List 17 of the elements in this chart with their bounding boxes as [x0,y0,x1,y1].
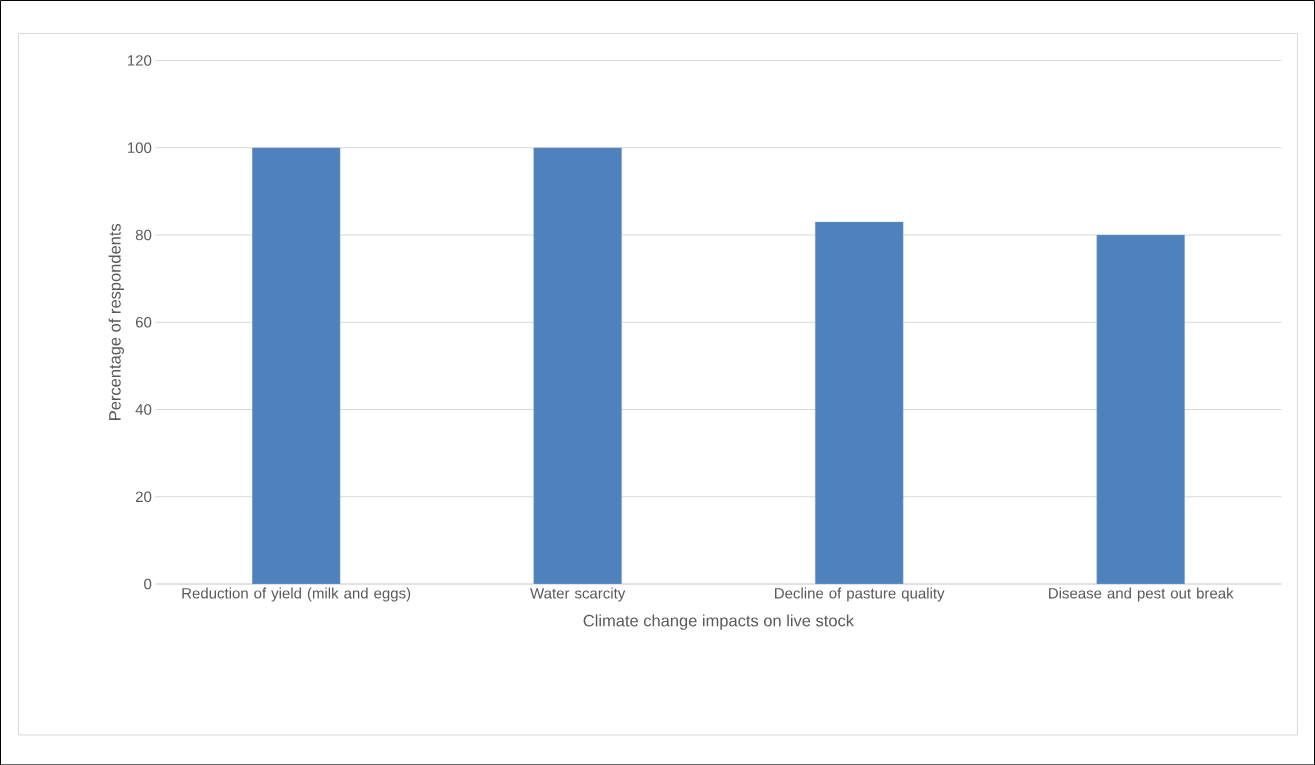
y-tick-label: 20 [135,491,152,502]
x-tick-label: Water scarcity [530,587,626,602]
bar [1096,234,1185,584]
bar [815,221,904,584]
y-tick-label: 60 [135,316,152,328]
x-tick-label: Reduction of yield (milk and eggs) [182,587,411,602]
y-tick-label: 100 [128,142,152,153]
y-axis-title: Percentage of respondents [108,223,124,420]
bar [533,147,622,584]
y-tick-label: 40 [135,404,152,415]
x-axis-title: Climate change impacts on live stock [583,614,855,630]
y-tick-label: 120 [128,54,152,66]
x-tick-label: Decline of pasture quality [775,587,945,602]
y-tick-label: 80 [135,229,152,241]
x-tick-label: Disease and pest out break [1049,587,1234,602]
y-tick-label: 0 [144,578,152,590]
bar [251,147,341,584]
